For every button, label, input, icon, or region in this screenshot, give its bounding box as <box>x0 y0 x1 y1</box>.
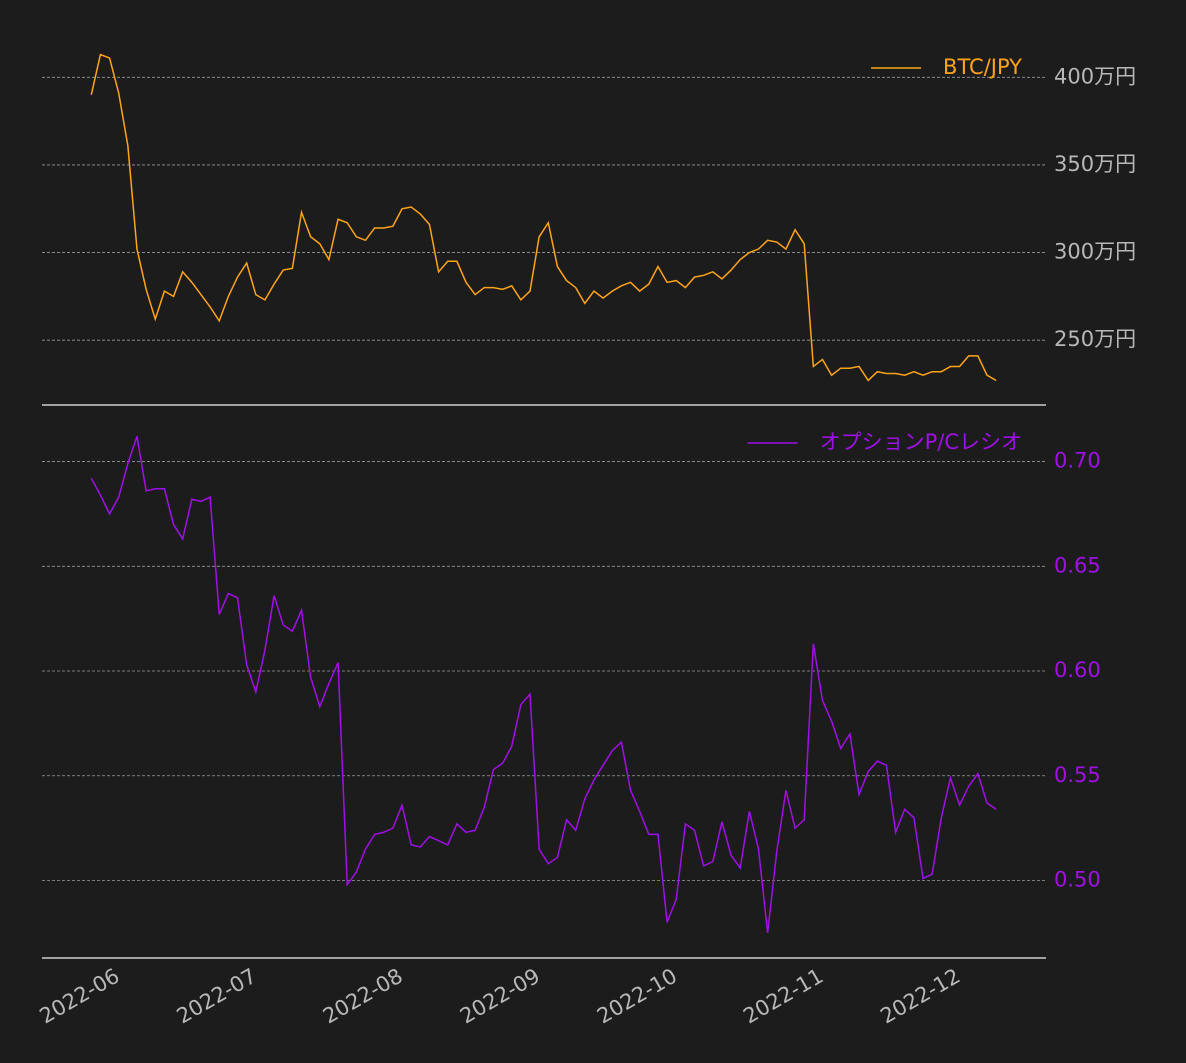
series-line <box>90 436 997 933</box>
y-tick-label: 0.55 <box>1054 763 1101 787</box>
y-tick-label: 0.50 <box>1054 867 1101 891</box>
y-tick-label: 0.70 <box>1054 449 1101 473</box>
series-line <box>90 53 997 382</box>
y-tick-label: 0.60 <box>1054 658 1101 682</box>
y-tick-label: 250万円 <box>1054 327 1136 351</box>
legend-label: オプションP/Cレシオ <box>820 430 1022 454</box>
y-tick-label: 300万円 <box>1054 240 1136 264</box>
y-tick-label: 400万円 <box>1054 64 1136 88</box>
y-tick-label: 350万円 <box>1054 152 1136 176</box>
legend-label: BTC/JPY <box>943 55 1022 79</box>
y-tick-label: 0.65 <box>1054 553 1101 577</box>
